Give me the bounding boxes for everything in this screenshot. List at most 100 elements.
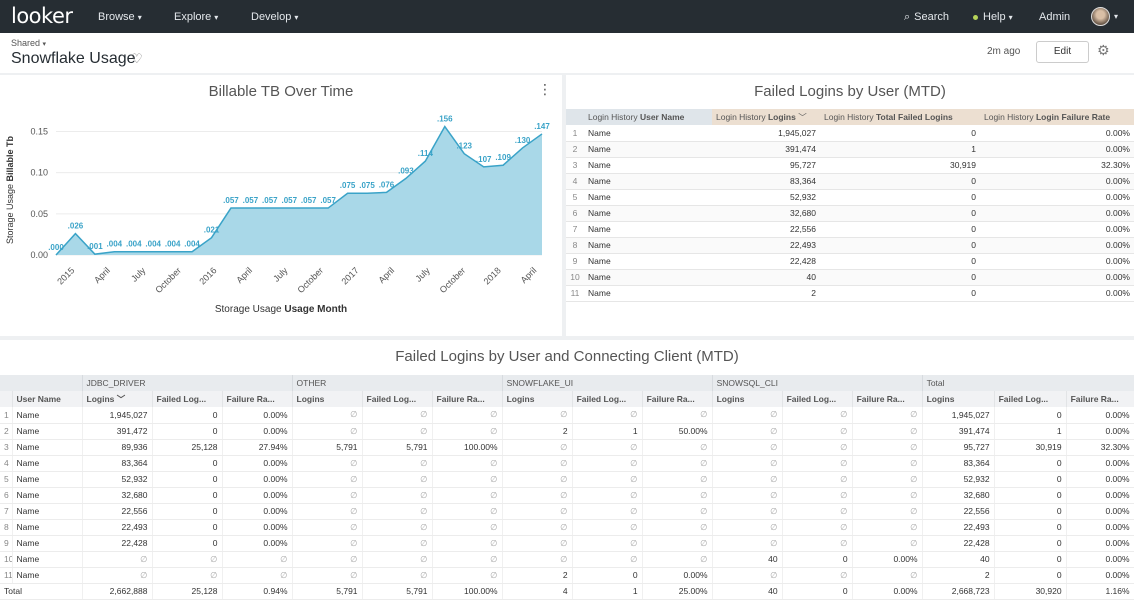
null-icon: ∅	[432, 503, 503, 520]
data-label: .156	[437, 115, 453, 124]
total-cell: 2,662,888	[82, 582, 153, 600]
user-name-cell: Name	[584, 285, 712, 302]
data-label: .093	[398, 166, 414, 175]
value-cell: 0.00%	[1066, 567, 1134, 584]
data-label: .109	[495, 153, 511, 162]
value-cell: 0	[994, 551, 1067, 568]
chevron-down-icon[interactable]: ▾	[1114, 12, 1119, 21]
row-index: 7	[566, 221, 584, 238]
column-header[interactable]: Logins	[502, 391, 573, 407]
data-label: .057	[223, 196, 239, 205]
pivot-header: Total	[921, 375, 1134, 391]
row-index-header	[0, 391, 13, 407]
value-cell: 0.00%	[222, 487, 293, 504]
x-tick-label: July	[413, 265, 432, 284]
more-options-icon[interactable]: ⋮	[538, 81, 552, 97]
column-header[interactable]: Login History Logins ﹀	[712, 109, 820, 125]
column-header[interactable]: Logins	[921, 391, 995, 407]
value-cell: 0	[820, 237, 980, 254]
nav-help[interactable]: Help ▾	[973, 11, 1013, 23]
row-index: 10	[0, 551, 13, 568]
data-label: .004	[145, 240, 161, 249]
column-header[interactable]: Logins	[712, 391, 783, 407]
column-header[interactable]: Login History Login Failure Rate	[980, 109, 1134, 125]
column-header[interactable]: Failed Log...	[782, 391, 853, 407]
column-header[interactable]: User Name	[12, 391, 83, 407]
x-tick-label: 2016	[197, 265, 218, 286]
column-header[interactable]: Login History Total Failed Logins	[820, 109, 980, 125]
nav-admin[interactable]: Admin	[1039, 11, 1071, 23]
value-cell: 52,932	[82, 471, 153, 488]
column-header[interactable]: Failure Ra...	[222, 391, 293, 407]
null-icon: ∅	[362, 407, 433, 424]
user-name-cell: Name	[584, 269, 712, 286]
nav-explore[interactable]: Explore ▾	[174, 11, 219, 23]
value-cell: 0.00%	[642, 567, 713, 584]
favorite-heart-icon[interactable]: ♡	[131, 51, 143, 66]
null-icon: ∅	[782, 471, 853, 488]
null-icon: ∅	[572, 439, 643, 456]
value-cell: 0.00%	[222, 471, 293, 488]
null-icon: ∅	[642, 439, 713, 456]
gear-icon[interactable]: ⚙	[1097, 42, 1110, 58]
null-icon: ∅	[82, 551, 153, 568]
column-header[interactable]: Failure Ra...	[1066, 391, 1134, 407]
column-header[interactable]: Failed Log...	[572, 391, 643, 407]
nav-browse[interactable]: Browse ▾	[98, 11, 142, 23]
user-name-cell: Name	[12, 471, 83, 488]
column-header[interactable]: Logins	[292, 391, 363, 407]
value-cell: 22,493	[712, 237, 820, 254]
null-icon: ∅	[432, 535, 503, 552]
breadcrumb[interactable]: Shared ▾	[11, 38, 47, 48]
x-tick-label: October	[295, 265, 325, 295]
column-header[interactable]: Failure Ra...	[852, 391, 923, 407]
null-icon: ∅	[712, 471, 783, 488]
null-icon: ∅	[852, 455, 923, 472]
avatar[interactable]	[1091, 7, 1110, 26]
column-header[interactable]: Login History User Name	[584, 109, 712, 125]
null-icon: ∅	[782, 423, 853, 440]
nav-develop[interactable]: Develop ▾	[251, 11, 299, 23]
column-header[interactable]: Failed Log...	[152, 391, 223, 407]
chevron-down-icon: ▾	[137, 13, 142, 22]
null-icon: ∅	[712, 567, 783, 584]
column-header[interactable]: Failure Ra...	[642, 391, 713, 407]
edit-button[interactable]: Edit	[1036, 41, 1089, 63]
value-cell: 0.00%	[980, 253, 1134, 270]
null-icon: ∅	[82, 567, 153, 584]
sort-desc-icon[interactable]: ﹀	[795, 112, 807, 122]
value-cell: 0.00%	[980, 221, 1134, 238]
user-name-cell: Name	[584, 141, 712, 158]
value-cell: 22,556	[921, 503, 995, 520]
column-header[interactable]: Failed Log...	[362, 391, 433, 407]
column-header[interactable]: Logins ﹀	[82, 391, 153, 407]
looker-logo[interactable]: looker	[11, 4, 73, 28]
column-header[interactable]: Failure Ra...	[432, 391, 503, 407]
null-icon: ∅	[782, 535, 853, 552]
table-row: 7 Name 22,556 0 0.00%	[566, 221, 1134, 238]
value-cell: 0	[820, 189, 980, 206]
x-tick-label: April	[234, 265, 254, 285]
data-label: .004	[184, 240, 200, 249]
value-cell: 22,493	[921, 519, 995, 536]
data-label: .107	[476, 155, 492, 164]
value-cell: 0.00%	[1066, 407, 1134, 424]
x-tick-label: April	[376, 265, 396, 285]
table-row: 9 Name 22,428 0 0.00% ∅ ∅ ∅ ∅ ∅ ∅ ∅ ∅ ∅ 22,428 0 0.00%	[0, 535, 1134, 552]
x-tick-label: October	[153, 265, 183, 295]
nav-search[interactable]: ⌕ Search	[904, 11, 950, 23]
value-cell: 30,919	[994, 439, 1067, 456]
null-icon: ∅	[712, 439, 783, 456]
x-tick-label: 2017	[339, 265, 360, 286]
table-row: 6 Name 32,680 0 0.00%	[566, 205, 1134, 222]
value-cell: 32.30%	[980, 157, 1134, 174]
column-header[interactable]: Failed Log...	[994, 391, 1067, 407]
pivot-table: JDBC_DRIVER OTHER SNOWFLAKE_UI SNOWSQL_CLI T…	[0, 375, 1134, 600]
total-cell: 25,128	[152, 582, 223, 600]
row-index-header	[566, 109, 584, 125]
null-icon: ∅	[362, 455, 433, 472]
value-cell: 2	[502, 567, 573, 584]
sort-desc-icon[interactable]: ﹀	[114, 394, 126, 404]
value-cell: 0	[820, 205, 980, 222]
value-cell: 1	[820, 141, 980, 158]
